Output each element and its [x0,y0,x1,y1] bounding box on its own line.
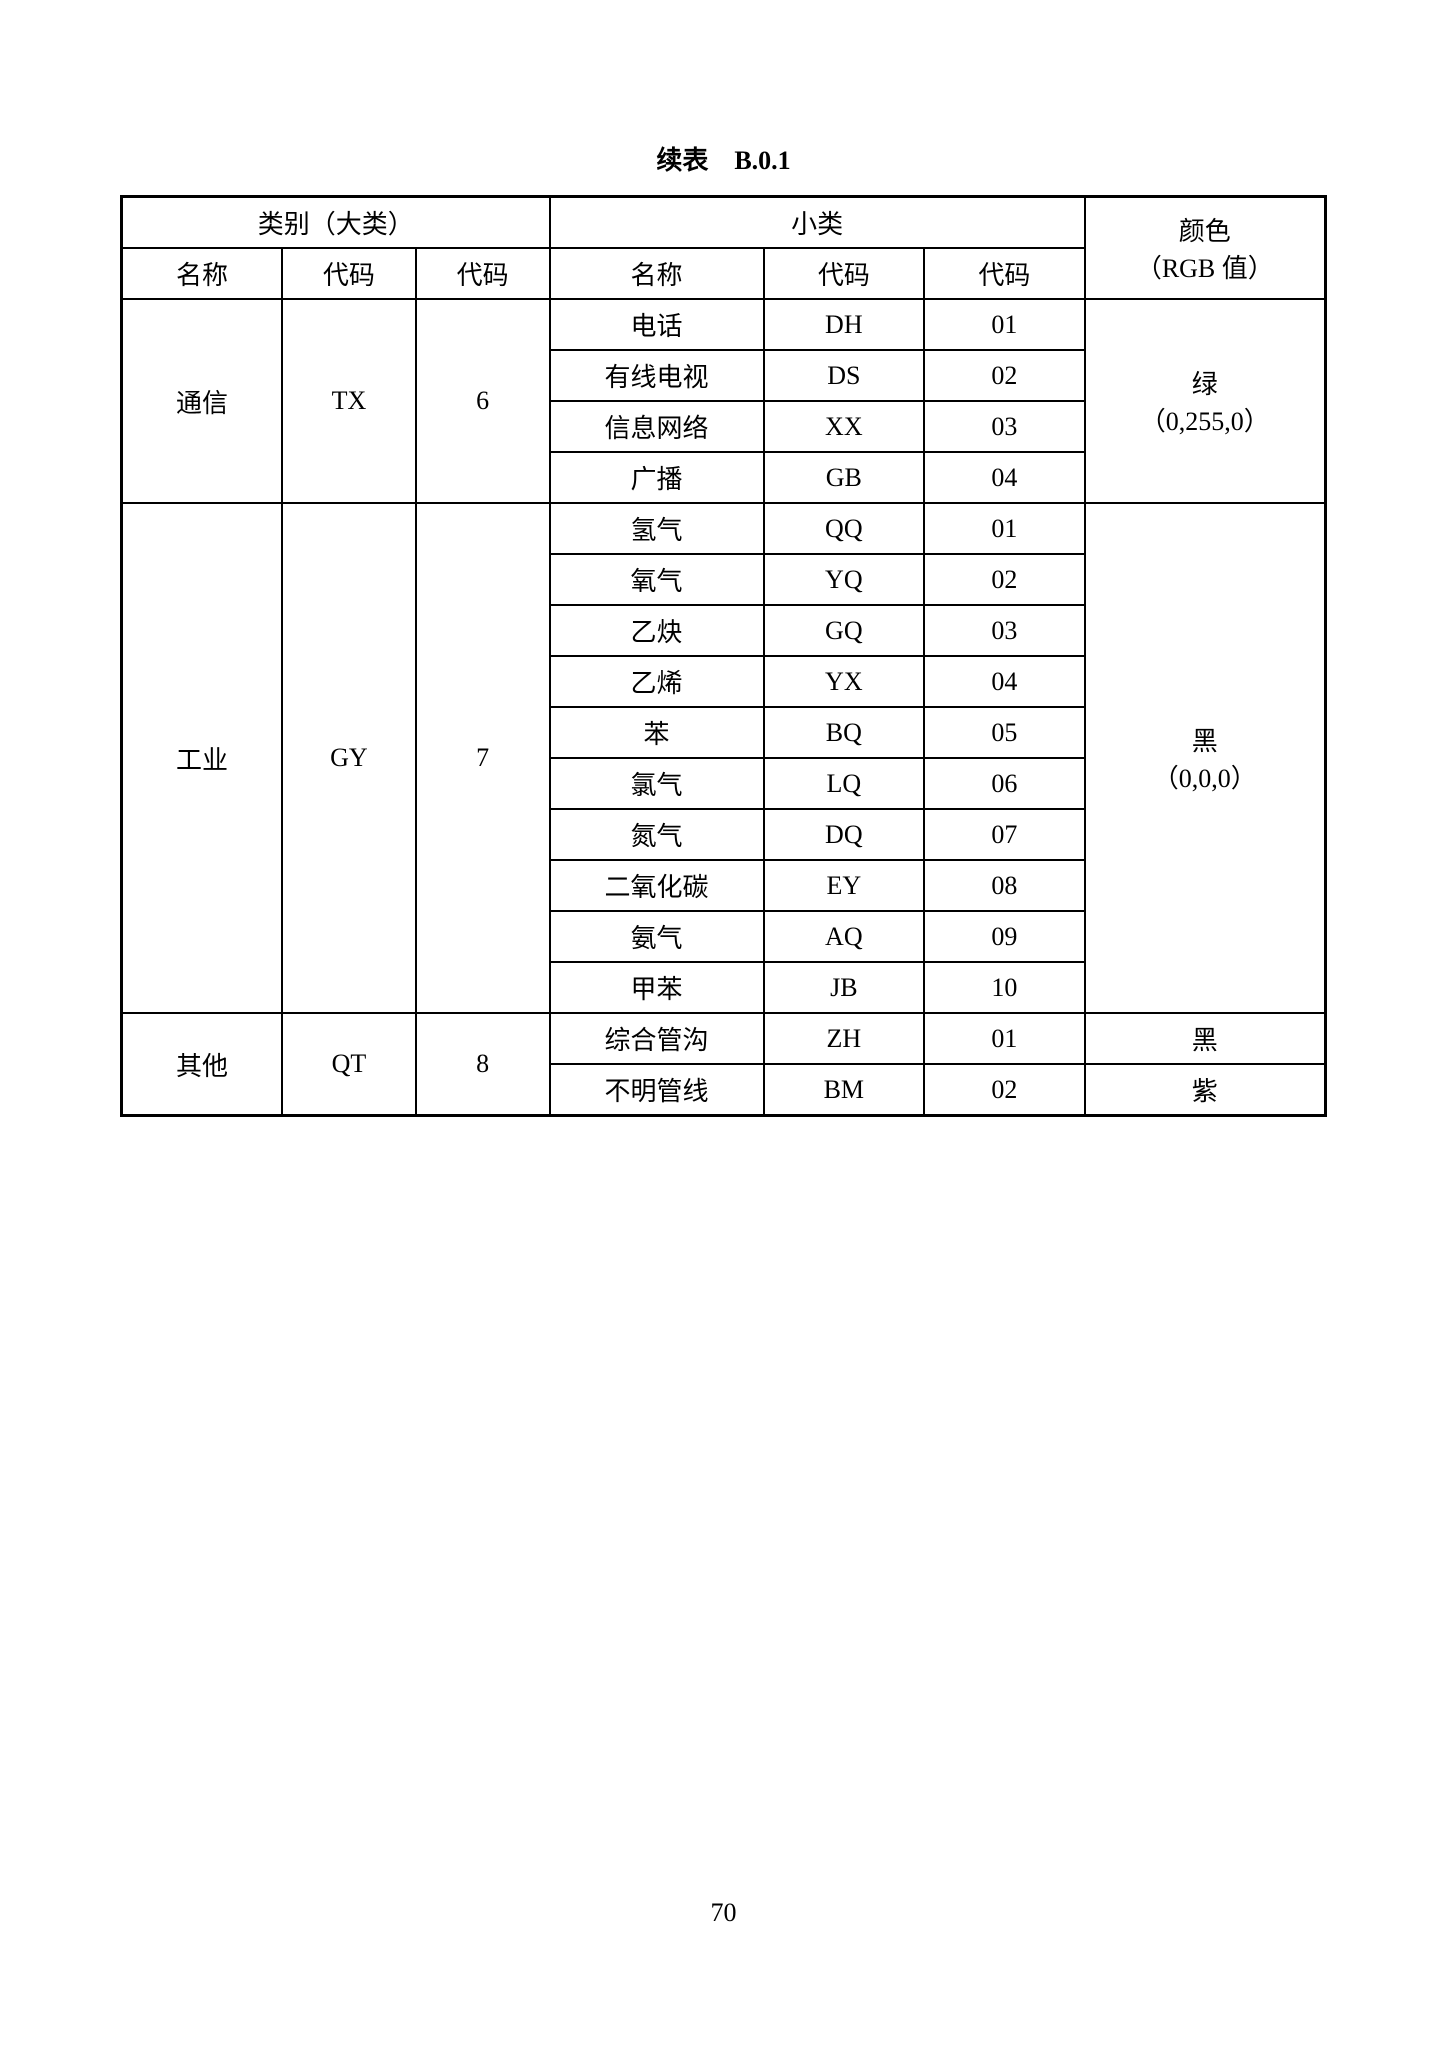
color-name: 绿 [1192,370,1218,399]
minor-alpha-cell: QQ [764,503,925,554]
minor-alpha-cell: AQ [764,911,925,962]
major-alpha-cell: GY [282,503,416,1013]
header-row-1: 类别（大类） 小类 颜色 （RGB 值） [122,197,1326,249]
minor-name-cell: 不明管线 [550,1064,764,1116]
major-num-cell: 6 [416,299,550,503]
minor-num-cell: 07 [924,809,1085,860]
minor-name-cell: 乙烯 [550,656,764,707]
color-rgb: （0,255,0） [1140,407,1270,436]
col-major-num: 代码 [416,248,550,299]
minor-alpha-cell: GQ [764,605,925,656]
minor-num-cell: 04 [924,452,1085,503]
minor-name-cell: 甲苯 [550,962,764,1013]
minor-name-cell: 电话 [550,299,764,350]
minor-name-cell: 氨气 [550,911,764,962]
color-sub: （RGB 值） [1136,254,1274,283]
minor-num-cell: 08 [924,860,1085,911]
page-number: 70 [0,1898,1447,1928]
minor-alpha-cell: YQ [764,554,925,605]
minor-num-cell: 05 [924,707,1085,758]
table-row: 其他 QT 8 综合管沟 ZH 01 黑 [122,1013,1326,1064]
major-num-cell: 7 [416,503,550,1013]
minor-num-cell: 02 [924,1064,1085,1116]
col-minor-category: 小类 [550,197,1085,249]
col-major-category: 类别（大类） [122,197,550,249]
minor-alpha-cell: DS [764,350,925,401]
color-rgb: （0,0,0） [1153,764,1257,793]
minor-name-cell: 氢气 [550,503,764,554]
major-num-cell: 8 [416,1013,550,1116]
color-name: 黑 [1192,727,1218,756]
minor-alpha-cell: ZH [764,1013,925,1064]
minor-num-cell: 01 [924,503,1085,554]
major-alpha-cell: TX [282,299,416,503]
minor-num-cell: 02 [924,554,1085,605]
minor-name-cell: 氮气 [550,809,764,860]
color-cell: 黑 [1085,1013,1326,1064]
major-alpha-cell: QT [282,1013,416,1116]
minor-name-cell: 氧气 [550,554,764,605]
col-minor-num: 代码 [924,248,1085,299]
minor-num-cell: 01 [924,1013,1085,1064]
minor-num-cell: 06 [924,758,1085,809]
minor-num-cell: 02 [924,350,1085,401]
minor-name-cell: 乙炔 [550,605,764,656]
minor-alpha-cell: GB [764,452,925,503]
minor-alpha-cell: JB [764,962,925,1013]
minor-alpha-cell: EY [764,860,925,911]
minor-name-cell: 氯气 [550,758,764,809]
minor-name-cell: 有线电视 [550,350,764,401]
color-label: 颜色 [1179,217,1231,246]
minor-alpha-cell: DH [764,299,925,350]
table-row: 工业 GY 7 氢气 QQ 01 黑 （0,0,0） [122,503,1326,554]
color-cell: 绿 （0,255,0） [1085,299,1326,503]
minor-alpha-cell: DQ [764,809,925,860]
col-major-alpha: 代码 [282,248,416,299]
minor-alpha-cell: XX [764,401,925,452]
minor-name-cell: 信息网络 [550,401,764,452]
classification-table: 类别（大类） 小类 颜色 （RGB 值） 名称 代码 代码 名称 代码 代码 通… [120,195,1327,1117]
col-color: 颜色 （RGB 值） [1085,197,1326,300]
table-caption: 续表 B.0.1 [120,140,1327,177]
minor-alpha-cell: YX [764,656,925,707]
minor-name-cell: 广播 [550,452,764,503]
minor-alpha-cell: BQ [764,707,925,758]
minor-num-cell: 04 [924,656,1085,707]
major-name-cell: 通信 [122,299,283,503]
col-major-name: 名称 [122,248,283,299]
major-name-cell: 工业 [122,503,283,1013]
minor-num-cell: 09 [924,911,1085,962]
minor-num-cell: 10 [924,962,1085,1013]
col-minor-name: 名称 [550,248,764,299]
table-row: 通信 TX 6 电话 DH 01 绿 （0,255,0） [122,299,1326,350]
minor-name-cell: 二氧化碳 [550,860,764,911]
col-minor-alpha: 代码 [764,248,925,299]
minor-name-cell: 综合管沟 [550,1013,764,1064]
color-cell: 紫 [1085,1064,1326,1116]
minor-alpha-cell: LQ [764,758,925,809]
minor-name-cell: 苯 [550,707,764,758]
color-cell: 黑 （0,0,0） [1085,503,1326,1013]
minor-num-cell: 03 [924,605,1085,656]
minor-num-cell: 03 [924,401,1085,452]
major-name-cell: 其他 [122,1013,283,1116]
minor-alpha-cell: BM [764,1064,925,1116]
minor-num-cell: 01 [924,299,1085,350]
